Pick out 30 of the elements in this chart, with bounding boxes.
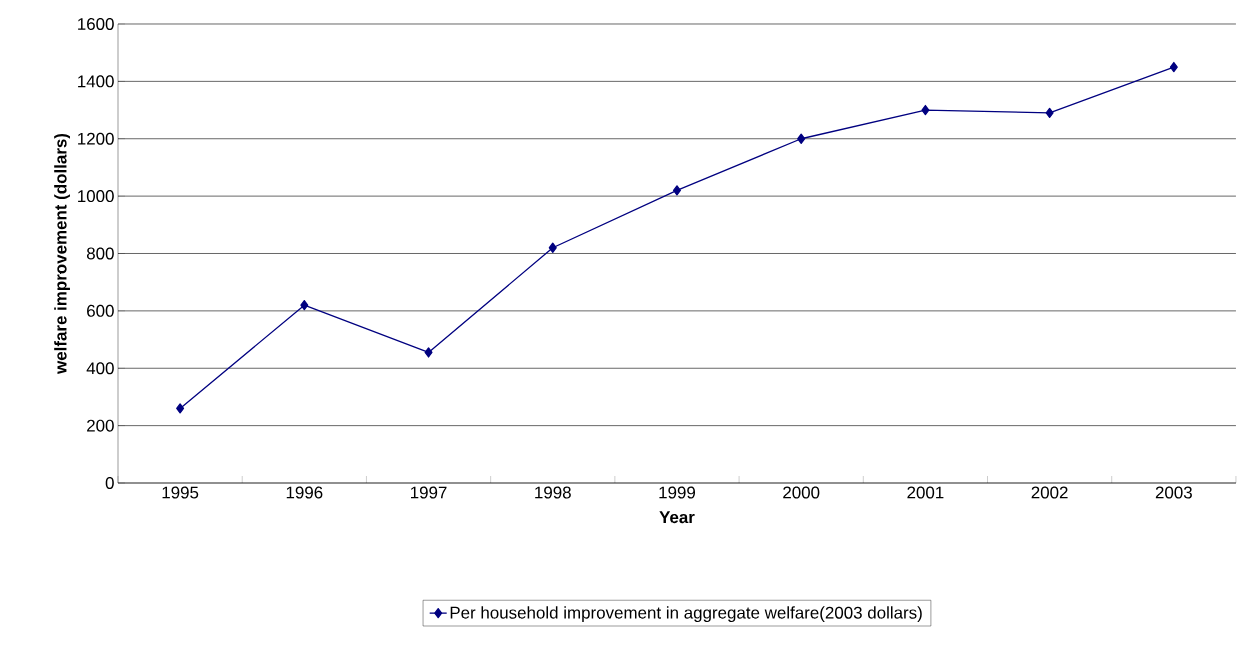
legend-label: Per household improvement in aggregate welfare(2003 dollars) <box>450 606 922 623</box>
x-tick-label: 1999 <box>659 486 696 499</box>
x-tick-label: 2003 <box>1155 486 1192 499</box>
x-tick-label: 1998 <box>535 486 571 499</box>
y-tick-label: 200 <box>87 419 114 432</box>
point <box>424 347 433 358</box>
x-tick-label: 1997 <box>411 486 447 499</box>
y-tick-label: 0 <box>105 477 114 489</box>
y-tick-label: 400 <box>86 362 114 375</box>
point <box>921 104 930 116</box>
x-tick-label: 2002 <box>1031 486 1068 499</box>
point <box>797 133 806 144</box>
x-axis-title: Year <box>659 511 695 524</box>
y-tick-label: 1200 <box>78 132 114 145</box>
x-tick-label: 1996 <box>286 486 323 499</box>
x-tick-label: 2001 <box>907 486 944 499</box>
point <box>1169 61 1178 73</box>
y-tick-label: 600 <box>87 304 114 317</box>
x-tick-label: 2000 <box>783 486 820 499</box>
y-tick-label: 1600 <box>78 18 114 30</box>
point <box>548 242 557 253</box>
point <box>1045 107 1054 119</box>
point <box>672 185 681 196</box>
point <box>300 299 309 311</box>
x-tick-label: 1995 <box>162 486 199 499</box>
y-tick-label: 1400 <box>78 75 114 88</box>
y-tick-label: 800 <box>86 247 114 260</box>
y-axis-title: welfare improvement (dollars) <box>54 133 70 375</box>
y-tick-label: 1000 <box>78 190 114 203</box>
point <box>176 403 185 414</box>
